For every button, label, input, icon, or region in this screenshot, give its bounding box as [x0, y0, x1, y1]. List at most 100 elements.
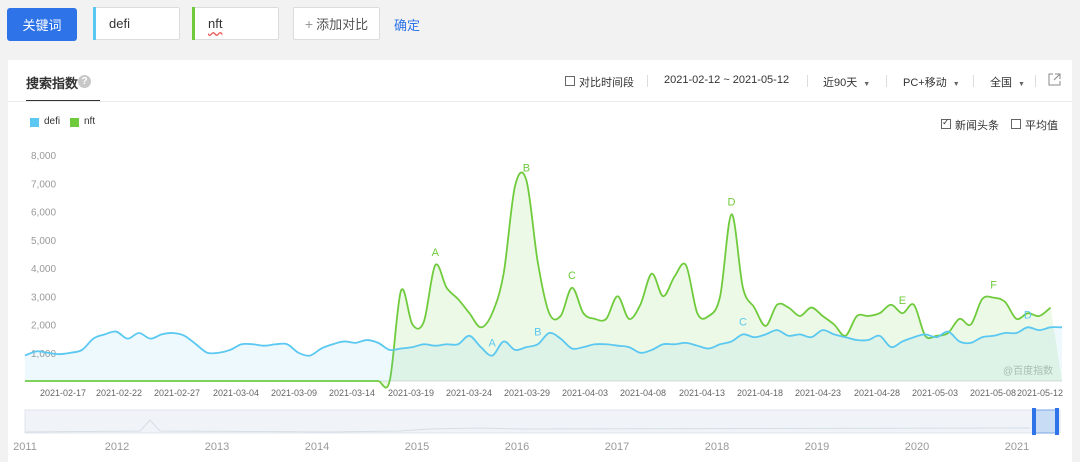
overview-year-label: 2011 [13, 441, 37, 453]
keyword-input-nft[interactable]: nft [192, 7, 279, 40]
device-select-value: PC+移动 [903, 77, 947, 89]
divider [973, 75, 974, 87]
series-line-nft [25, 171, 1052, 389]
compare-period-label: 对比时间段 [579, 77, 634, 89]
x-tick-label: 2021-05-03 [912, 388, 958, 398]
period-select-value: 近90天 [823, 77, 858, 89]
series-line-defi [24, 326, 1063, 357]
overview-year-label: 2013 [205, 441, 229, 453]
divider [886, 75, 887, 87]
annotation-nft-d: D [728, 196, 736, 208]
x-tick-label: 2021-04-18 [737, 388, 783, 398]
caret-down-icon: ▼ [952, 81, 960, 88]
annotation-defi-b: B [534, 326, 541, 338]
add-compare-button[interactable]: + 添加对比 [293, 7, 380, 40]
caret-down-icon: ▼ [1018, 81, 1025, 88]
confirm-link[interactable]: 确定 [394, 18, 421, 33]
x-tick-label: 2021-04-28 [854, 388, 900, 398]
x-tick-label: 2021-04-08 [620, 388, 666, 398]
x-tick-label: 2021-03-19 [388, 388, 434, 398]
region-select-value: 全国 [990, 77, 1012, 89]
overview-year-label: 2018 [705, 441, 729, 453]
legend-swatch-defi [30, 118, 39, 127]
annotation-nft-f: F [990, 280, 997, 292]
range-selection [1032, 409, 1058, 434]
x-tick-label: 2021-03-09 [271, 388, 317, 398]
device-select[interactable]: PC+移动 ▼ [903, 74, 960, 90]
x-tick-label: 2021-04-13 [679, 388, 725, 398]
keyword-button[interactable]: 关键词 [7, 8, 77, 41]
keyword-text: nft [208, 16, 223, 31]
annotation-defi-c: C [739, 316, 747, 328]
divider [647, 75, 648, 87]
overview-year-label: 2014 [305, 441, 329, 453]
overview-year-label: 2019 [805, 441, 829, 453]
overview-year-label: 2012 [105, 441, 129, 453]
x-tick-label: 2021-03-04 [213, 388, 259, 398]
average-checkbox[interactable] [1011, 119, 1021, 129]
legend-label-nft: nft [84, 116, 96, 127]
x-tick-label: 2021-03-29 [504, 388, 550, 398]
caret-down-icon: ▼ [863, 81, 871, 88]
date-range[interactable]: 2021-02-12 ~ 2021-05-12 [664, 74, 790, 86]
overview-sparkline [24, 419, 1031, 433]
search-index-panel: 搜索指数 ? 对比时间段 2021-02-12 ~ 2021-05-12 近90… [8, 60, 1072, 462]
external-link-icon[interactable] [1048, 73, 1061, 86]
annotation-nft-c: C [568, 270, 576, 282]
y-tick-label: 5,000 [31, 236, 56, 247]
x-tick-label: 2021-04-03 [562, 388, 608, 398]
x-tick-label: 2021-05-08 [970, 388, 1016, 398]
keyword-text: defi [109, 16, 130, 31]
add-compare-label: 添加对比 [316, 17, 369, 32]
keyword-color-bar [192, 7, 195, 40]
y-tick-label: 7,000 [31, 179, 56, 190]
annotation-nft-b: B [523, 162, 530, 174]
series-area-defi [25, 327, 1062, 381]
news-checkbox[interactable] [941, 117, 951, 129]
y-tick-label: 1,000 [31, 349, 56, 360]
y-tick-label: 3,000 [31, 292, 56, 303]
x-tick-label: 2021-03-24 [446, 388, 492, 398]
y-tick-label: 6,000 [31, 208, 56, 219]
region-select[interactable]: 全国 ▼ [990, 74, 1025, 90]
keyword-input-defi[interactable]: defi [93, 7, 180, 40]
range-handle-right [1055, 408, 1059, 435]
annotation-nft-e: E [899, 295, 906, 307]
average-label: 平均值 [1025, 120, 1058, 132]
x-tick-label: 2021-05-12 [1017, 388, 1063, 398]
x-tick-label: 2021-02-27 [154, 388, 200, 398]
baidu-index-watermark: @百度指数 [1003, 366, 1054, 377]
legend-swatch-nft [70, 118, 79, 127]
overview-year-label: 2021 [1005, 441, 1029, 453]
series-area-nft [25, 172, 1062, 388]
help-icon[interactable]: ? [78, 75, 91, 88]
x-tick-label: 2021-03-14 [329, 388, 375, 398]
y-tick-label: 8,000 [31, 151, 56, 162]
divider [8, 101, 1072, 102]
y-tick-label: 4,000 [31, 264, 56, 275]
overview-year-label: 2017 [605, 441, 629, 453]
annotation-nft-a: A [432, 247, 440, 259]
top-toolbar: 关键词 defi nft + 添加对比 确定 [0, 0, 1080, 60]
annotation-defi-d: D [1024, 309, 1032, 321]
period-select[interactable]: 近90天 ▼ [823, 74, 870, 90]
y-tick-label: 2,000 [31, 321, 56, 332]
annotation-defi-a: A [489, 338, 497, 350]
range-handle-left [1032, 408, 1036, 435]
keyword-color-bar [93, 7, 96, 40]
overview-year-label: 2020 [905, 441, 929, 453]
panel-title: 搜索指数 [26, 76, 79, 91]
news-label: 新闻头条 [955, 120, 999, 132]
overview-track [24, 409, 1061, 434]
x-tick-label: 2021-02-22 [96, 388, 142, 398]
x-tick-label: 2021-02-17 [40, 388, 86, 398]
compare-period-checkbox[interactable] [565, 76, 575, 86]
plus-icon: + [304, 15, 314, 32]
divider [807, 75, 808, 87]
x-tick-label: 2021-04-23 [795, 388, 841, 398]
overview-year-label: 2016 [505, 441, 529, 453]
divider [1035, 75, 1036, 87]
overview-year-label: 2015 [405, 441, 429, 453]
legend-label-defi: defi [44, 116, 61, 127]
